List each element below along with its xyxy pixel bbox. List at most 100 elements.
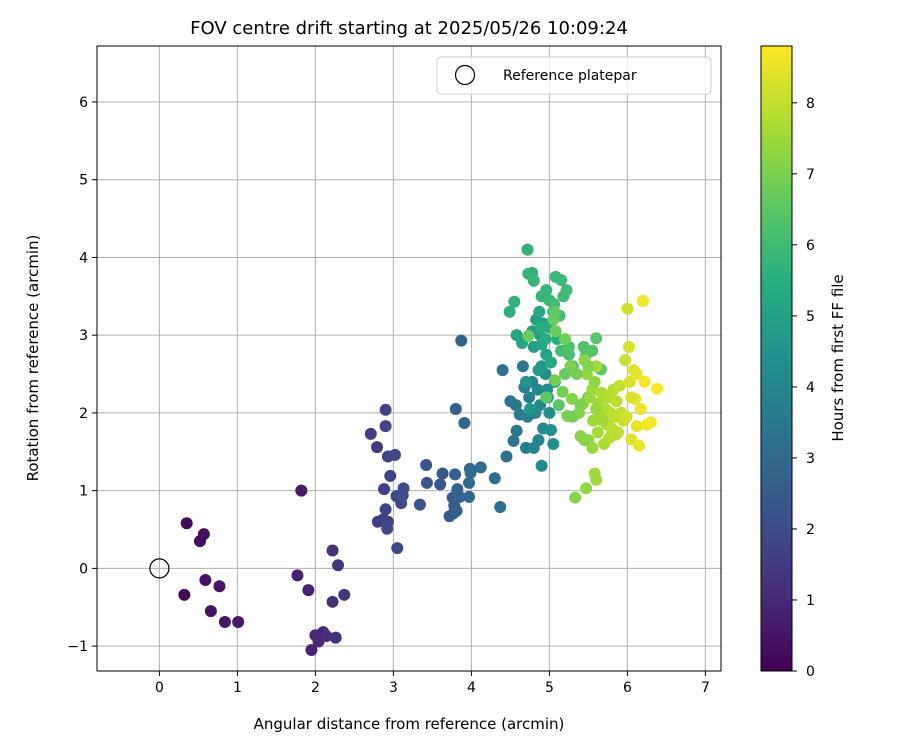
data-point	[516, 360, 529, 373]
data-point	[532, 364, 545, 377]
data-point	[580, 482, 593, 495]
data-point	[391, 542, 404, 555]
data-point	[507, 434, 520, 447]
data-point	[638, 375, 651, 388]
data-point	[379, 503, 392, 516]
data-point	[535, 459, 548, 472]
data-point	[218, 616, 231, 629]
reference-platepar-marker	[149, 558, 170, 579]
colorbar: 0 1 2 3 4 5 6 7 8	[760, 45, 815, 680]
legend-label-reference: Reference platepar	[503, 68, 637, 84]
data-point	[596, 414, 609, 427]
data-point	[531, 383, 544, 396]
data-point	[630, 420, 643, 433]
data-point	[532, 434, 545, 447]
data-point	[547, 313, 560, 326]
legend: Reference platepar	[436, 56, 712, 95]
data-point	[199, 574, 212, 587]
reference-marker-layer	[149, 558, 170, 579]
colorbar-tick-label: 6	[806, 238, 815, 254]
data-point	[464, 466, 477, 479]
data-point	[232, 616, 245, 629]
x-tick-label: 6	[623, 680, 632, 696]
data-point	[302, 584, 315, 597]
data-point	[326, 595, 339, 608]
data-point	[305, 644, 318, 657]
data-point	[535, 321, 548, 334]
data-point	[559, 333, 571, 346]
colorbar-tick-label: 1	[806, 593, 815, 609]
x-tick-label: 4	[467, 680, 476, 696]
y-tick-label: 5	[79, 173, 88, 189]
data-point	[509, 399, 522, 412]
data-point	[420, 458, 433, 471]
y-tick-label: 4	[79, 250, 88, 266]
data-point	[544, 356, 557, 369]
data-point	[455, 334, 468, 347]
data-point	[500, 450, 513, 463]
data-point	[586, 441, 599, 454]
x-tick-label: 0	[155, 680, 164, 696]
data-point	[450, 504, 463, 517]
colorbar-tick-label: 8	[806, 96, 815, 112]
y-tick-label: −1	[67, 639, 88, 655]
data-point	[623, 375, 636, 388]
data-point	[548, 374, 561, 387]
data-point	[488, 472, 501, 485]
data-point	[213, 580, 226, 593]
data-point	[384, 469, 397, 482]
colorbar-tick-label: 3	[806, 451, 815, 467]
data-point	[586, 344, 599, 357]
data-point	[651, 382, 664, 395]
data-point	[590, 403, 603, 416]
y-tick-label: 0	[79, 561, 88, 577]
data-point	[540, 391, 553, 404]
x-tick-label: 2	[311, 680, 320, 696]
data-point	[547, 438, 560, 451]
y-axis-label: Rotation from reference (arcmin)	[24, 235, 42, 482]
data-point	[523, 403, 536, 416]
data-point	[633, 439, 646, 452]
colorbar-tick-label: 7	[806, 167, 815, 183]
data-point	[540, 284, 553, 297]
data-point	[520, 375, 532, 388]
data-point	[463, 490, 476, 503]
data-point	[533, 305, 546, 318]
data-point	[552, 399, 565, 412]
colorbar-label: Hours from first FF file	[829, 274, 847, 441]
data-point	[630, 368, 643, 381]
data-point	[329, 631, 342, 644]
data-point	[413, 498, 426, 511]
x-tick-label: 3	[389, 680, 398, 696]
data-point	[396, 489, 409, 502]
colorbar-tick-label: 2	[806, 522, 815, 538]
data-point	[569, 491, 582, 504]
data-point	[578, 434, 591, 447]
data-point	[570, 368, 583, 381]
data-point	[204, 605, 217, 618]
data-point	[291, 569, 304, 582]
data-point	[527, 274, 540, 287]
data-point	[556, 385, 569, 398]
data-point	[338, 588, 351, 601]
data-point	[555, 273, 568, 286]
data-point	[620, 410, 633, 423]
data-point	[197, 528, 210, 541]
data-point	[539, 333, 552, 346]
colorbar-tick-label: 4	[806, 380, 815, 396]
data-point	[582, 360, 595, 373]
data-point	[637, 294, 649, 307]
data-point	[610, 395, 623, 408]
data-point	[543, 406, 556, 419]
data-point	[634, 403, 647, 416]
data-point	[463, 476, 476, 489]
data-point	[549, 325, 562, 338]
data-point	[522, 329, 535, 342]
data-point	[379, 403, 392, 416]
data-point	[420, 476, 433, 489]
data-point	[295, 484, 308, 497]
x-tick-label: 7	[701, 680, 710, 696]
data-point	[449, 403, 462, 416]
data-point	[474, 461, 487, 474]
data-point	[521, 243, 534, 256]
